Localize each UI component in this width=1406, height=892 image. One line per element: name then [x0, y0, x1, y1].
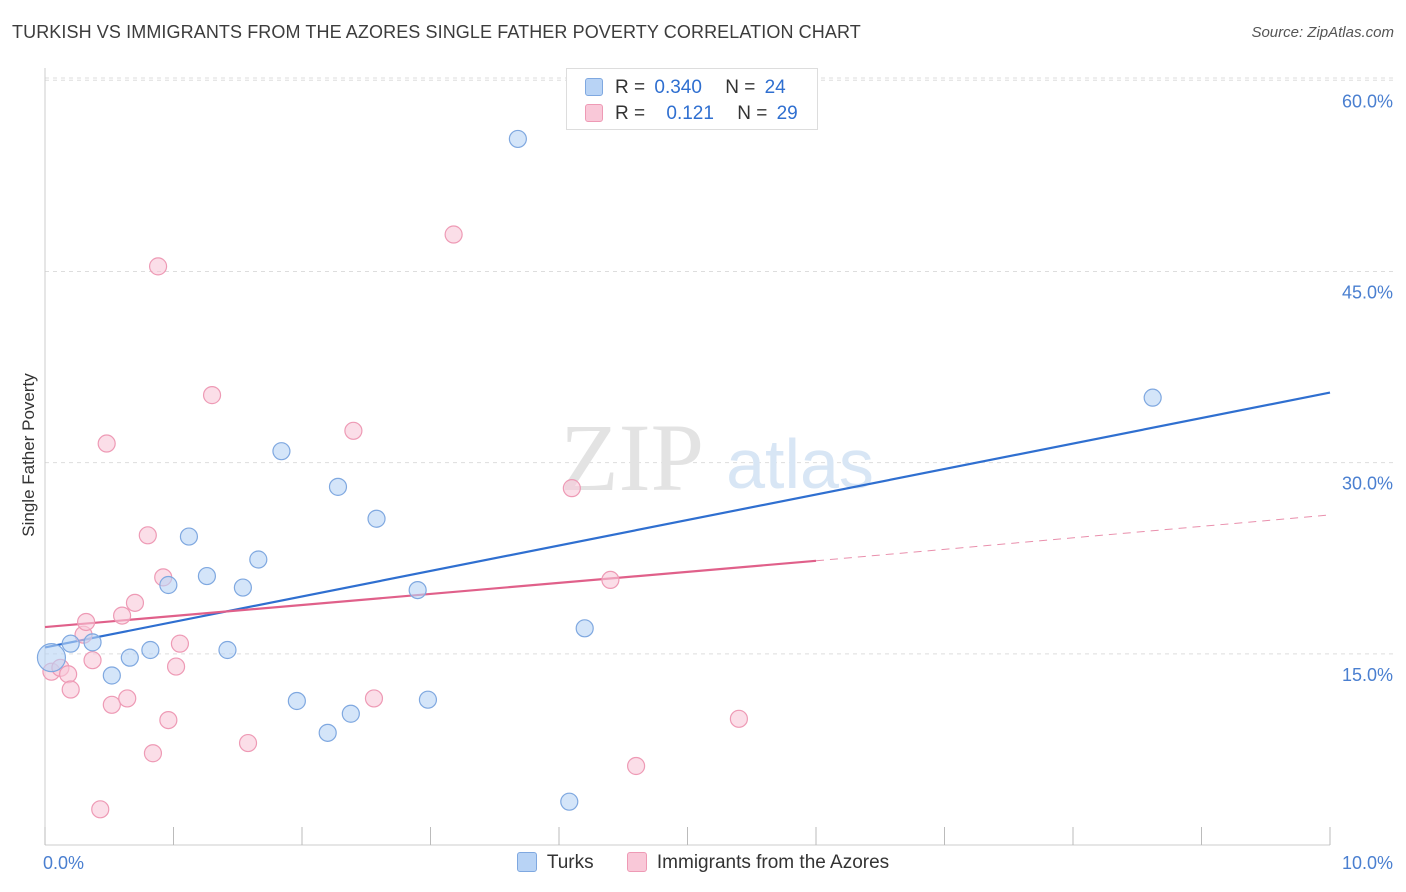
- y-tick-label: 45.0%: [1342, 282, 1393, 302]
- x-tick-label: 0.0%: [43, 853, 84, 873]
- point-turks: [218, 640, 237, 660]
- legend-item-turks[interactable]: Turks: [516, 852, 594, 874]
- point-azores: [112, 606, 132, 625]
- source-label: Source: ZipAtlas.com: [1251, 24, 1394, 41]
- point-azores: [97, 434, 116, 453]
- legend-item-azores[interactable]: Immigrants from the Azores: [626, 852, 890, 874]
- watermark-atlas: atlas: [726, 425, 874, 503]
- grid-lines: [45, 77, 1395, 655]
- trend-line-turks: [44, 391, 1331, 649]
- point-azores: [729, 709, 749, 728]
- n-value: 24: [764, 77, 786, 98]
- n-value: 29: [776, 103, 798, 124]
- trend-line-azores: [44, 559, 817, 629]
- point-azores: [344, 421, 363, 440]
- n-label: N =: [737, 103, 768, 124]
- point-turks: [341, 704, 360, 723]
- point-turks: [575, 619, 594, 638]
- point-turks: [61, 634, 80, 653]
- trend-line-azores-extension: [815, 514, 1331, 562]
- turks-swatch: [516, 852, 537, 872]
- x-tick-label: 10.0%: [1342, 853, 1393, 873]
- point-turks: [1143, 388, 1162, 407]
- point-turks: [179, 527, 199, 546]
- point-azores: [83, 651, 102, 670]
- point-turks: [508, 129, 527, 149]
- n-label: N =: [725, 77, 756, 98]
- point-turks: [83, 633, 102, 652]
- point-turks: [197, 566, 217, 586]
- point-azores: [125, 593, 145, 612]
- watermark-zip: ZIP: [560, 404, 704, 511]
- y-tick-label: 30.0%: [1342, 474, 1393, 494]
- legend-series: Turks Immigrants from the Azores: [0, 852, 1406, 874]
- y-tick-label: 15.0%: [1342, 665, 1393, 685]
- point-azores: [444, 225, 463, 244]
- r-value: 0.121: [666, 103, 714, 124]
- point-turks: [102, 666, 121, 685]
- point-turks: [233, 578, 252, 597]
- legend-stats-azores: R = 0.121 N = 29: [585, 103, 798, 127]
- point-turks: [328, 477, 348, 496]
- point-turks: [560, 792, 579, 811]
- y-tick-label: 60.0%: [1342, 91, 1393, 111]
- chart-title: TURKISH VS IMMIGRANTS FROM THE AZORES SI…: [12, 22, 861, 42]
- azores-swatch: [626, 852, 647, 872]
- point-turks: [418, 690, 438, 709]
- point-azores: [166, 657, 186, 676]
- point-azores: [238, 733, 258, 753]
- y-axis-label: Single Father Poverty: [19, 373, 38, 537]
- point-azores: [143, 744, 163, 763]
- point-azores: [364, 689, 384, 708]
- point-azores: [59, 665, 78, 684]
- turks-swatch: [585, 78, 603, 96]
- point-turks: [272, 442, 291, 461]
- point-azores: [118, 689, 137, 708]
- point-azores: [61, 680, 80, 699]
- r-label: R =: [615, 77, 646, 98]
- point-turks: [36, 643, 67, 673]
- point-azores: [102, 695, 121, 714]
- point-azores: [91, 800, 110, 819]
- point-azores: [77, 612, 96, 632]
- point-turks: [249, 550, 268, 569]
- azores-swatch: [585, 104, 603, 122]
- point-turks: [159, 575, 178, 595]
- r-label: R =: [615, 103, 646, 124]
- point-azores: [601, 570, 620, 590]
- legend-label-azores: Immigrants from the Azores: [656, 852, 890, 873]
- point-azores: [202, 386, 222, 405]
- point-azores: [148, 257, 168, 276]
- watermark: ZIP atlas: [560, 404, 874, 511]
- legend-stats: R = 0.340 N = 24 R = 0.121 N = 29: [566, 68, 818, 130]
- legend-stats-turks: R = 0.340 N = 24: [585, 77, 786, 101]
- point-turks: [408, 581, 427, 600]
- data-points: [36, 129, 1162, 819]
- point-azores: [562, 479, 581, 498]
- point-azores: [170, 634, 190, 653]
- point-turks: [120, 648, 139, 667]
- tick-labels: 15.0% 30.0% 45.0% 60.0% 0.0% 10.0%: [43, 91, 1393, 873]
- point-turks: [318, 723, 337, 742]
- point-turks: [287, 691, 306, 711]
- legend-label-turks: Turks: [546, 852, 594, 873]
- trend-lines: [44, 391, 1331, 649]
- point-turks: [141, 640, 160, 660]
- axes: [44, 68, 1331, 846]
- point-azores: [626, 756, 646, 776]
- point-azores: [138, 526, 157, 545]
- point-turks: [367, 509, 386, 528]
- r-value: 0.340: [654, 77, 702, 98]
- point-azores: [159, 710, 178, 730]
